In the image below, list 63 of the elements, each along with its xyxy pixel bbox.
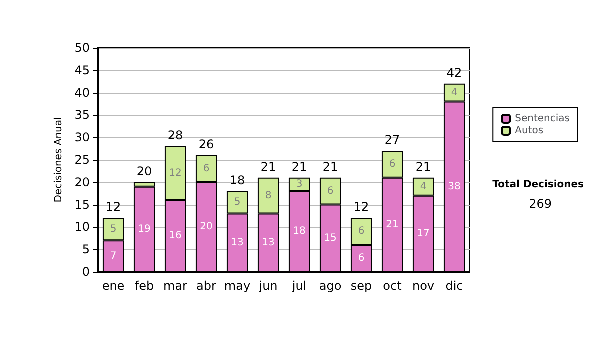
data-label: 12 xyxy=(169,168,182,179)
data-label: 5 xyxy=(234,197,241,208)
x-tick-label: dic xyxy=(446,279,464,293)
x-tick-label: may xyxy=(224,279,251,293)
x-tick-label: abr xyxy=(196,279,217,293)
data-label: 13 xyxy=(262,237,275,248)
data-label: 4 xyxy=(451,87,458,98)
data-label: 3 xyxy=(296,179,303,190)
x-tick-label: oct xyxy=(383,279,402,293)
data-label: 6 xyxy=(327,186,334,197)
y-tick-label: 20 xyxy=(74,175,90,190)
total-label: 12 xyxy=(106,200,122,214)
y-tick-label: 35 xyxy=(74,108,90,122)
data-label: 13 xyxy=(231,237,244,248)
text: 269 xyxy=(529,197,552,211)
total-label: 20 xyxy=(136,164,152,178)
y-tick-label: 40 xyxy=(74,86,90,100)
data-label: 6 xyxy=(358,226,365,238)
y-tick-label: 15 xyxy=(74,198,90,212)
data-label: 4 xyxy=(420,181,427,192)
data-label: 21 xyxy=(386,219,399,230)
data-label: 15 xyxy=(324,232,337,244)
data-label: 6 xyxy=(203,163,210,174)
total-label: 21 xyxy=(260,160,276,174)
total-label: 26 xyxy=(198,138,214,152)
total-label: 21 xyxy=(416,160,432,174)
data-label: 16 xyxy=(169,230,182,242)
y-tick-label: 25 xyxy=(74,153,90,167)
y-tick-label: 45 xyxy=(74,63,90,78)
total-label: 21 xyxy=(292,160,308,174)
data-label: 6 xyxy=(389,158,396,170)
total-label: 18 xyxy=(230,173,246,188)
total-label: 42 xyxy=(446,66,462,80)
x-tick-label: jun xyxy=(258,279,278,293)
x-tick-label: nov xyxy=(412,279,435,293)
x-tick-label: feb xyxy=(134,279,154,293)
total-label: 28 xyxy=(168,128,184,143)
total-label: 12 xyxy=(354,200,370,214)
data-label: 5 xyxy=(110,224,117,235)
data-label: 8 xyxy=(265,190,272,202)
y-axis-title: Decisiones Anual xyxy=(53,117,64,203)
y-tick-label: 50 xyxy=(74,41,90,55)
y-tick-label: 5 xyxy=(82,242,90,257)
x-tick-label: ago xyxy=(319,279,342,293)
data-label: 7 xyxy=(110,250,117,262)
x-tick-label: ene xyxy=(102,279,125,293)
x-tick-label: sep xyxy=(350,279,372,293)
legend-label: Sentencias xyxy=(515,114,570,124)
data-label: 19 xyxy=(138,224,151,235)
total-label: 21 xyxy=(322,160,338,174)
data-label: 6 xyxy=(358,253,365,264)
y-tick-label: 0 xyxy=(82,265,90,279)
data-label: 18 xyxy=(293,226,306,238)
text: Total Decisiones xyxy=(492,180,584,190)
total-label: 27 xyxy=(384,133,400,148)
x-tick-label: mar xyxy=(164,279,188,293)
y-tick-label: 30 xyxy=(74,130,90,145)
data-label: 17 xyxy=(417,228,430,240)
data-label: 38 xyxy=(448,181,461,192)
legend-label: Autos xyxy=(515,126,544,136)
x-tick-label: jul xyxy=(291,279,307,293)
data-label: 20 xyxy=(200,222,213,233)
y-tick-label: 10 xyxy=(74,220,90,234)
